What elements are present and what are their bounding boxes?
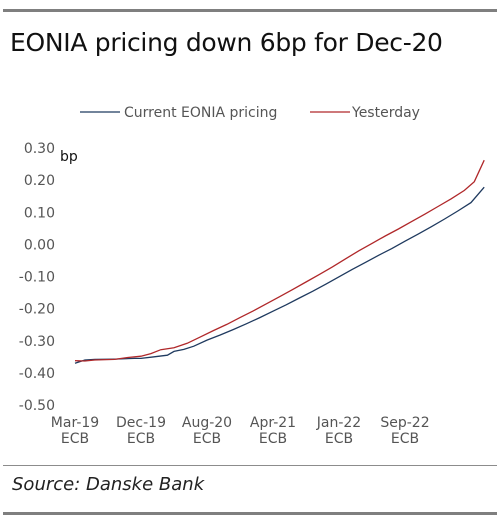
x-tick-sublabel: ECB xyxy=(193,431,221,447)
x-tick-sublabel: ECB xyxy=(325,431,353,447)
y-axis: 0.30 0.20 0.10 0.00 -0.10 -0.20 -0.30 -0.40 -0.5… xyxy=(19,141,55,414)
legend-label-current: Current EONIA pricing xyxy=(124,105,277,121)
x-tick-label: Dec-19 xyxy=(116,415,166,431)
divider-rule xyxy=(3,465,497,466)
x-tick-label: Sep-22 xyxy=(380,415,429,431)
y-tick-label: 0.30 xyxy=(24,141,55,157)
x-tick-label: Aug-20 xyxy=(182,415,232,431)
plot-area xyxy=(74,159,485,364)
y-tick-label: 0.20 xyxy=(24,173,55,189)
x-tick-sublabel: ECB xyxy=(391,431,419,447)
chart-title: EONIA pricing down 6bp for Dec-20 xyxy=(10,28,443,57)
y-tick-label: -0.40 xyxy=(19,366,55,382)
x-tick-sublabel: ECB xyxy=(61,431,89,447)
legend: Current EONIA pricing Yesterday xyxy=(80,105,420,121)
legend-label-yesterday: Yesterday xyxy=(351,105,420,121)
x-tick-sublabel: ECB xyxy=(259,431,287,447)
x-tick-label: Apr-21 xyxy=(250,415,296,431)
y-tick-label: 0.00 xyxy=(24,237,55,253)
y-tick-label: -0.50 xyxy=(19,398,55,414)
x-tick-sublabel: ECB xyxy=(127,431,155,447)
series-line-current xyxy=(74,186,485,364)
top-rule xyxy=(3,9,497,12)
source-note: Source: Danske Bank xyxy=(12,474,205,495)
x-tick-label: Mar-19 xyxy=(51,415,99,431)
y-tick-label: -0.30 xyxy=(19,334,55,350)
y-tick-label: 0.10 xyxy=(24,205,55,221)
y-axis-unit-label: bp xyxy=(60,149,78,165)
series-line-yesterday xyxy=(74,159,485,362)
y-tick-label: -0.10 xyxy=(19,270,55,286)
bottom-rule xyxy=(3,512,497,515)
y-tick-label: -0.20 xyxy=(19,302,55,318)
x-tick-label: Jan-22 xyxy=(316,415,361,431)
x-axis: Mar-19ECBDec-19ECBAug-20ECBApr-21ECBJan-… xyxy=(51,415,430,447)
